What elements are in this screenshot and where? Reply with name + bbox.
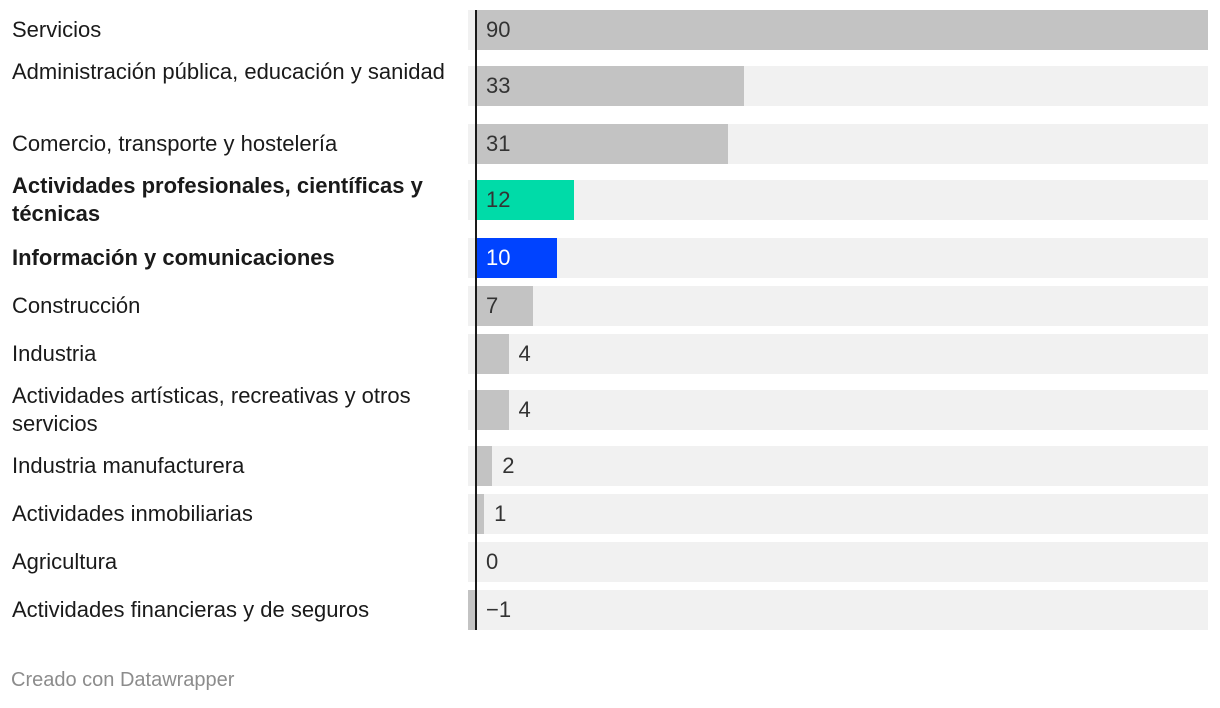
bar-value-label: 31 — [486, 131, 511, 156]
bar — [476, 494, 485, 534]
bar-value-label: 10 — [486, 245, 511, 270]
bar — [476, 66, 745, 106]
bar-track — [468, 180, 1208, 220]
bar — [476, 238, 558, 278]
bar-value-label: 33 — [486, 73, 511, 98]
bar-value-label: 0 — [486, 549, 499, 574]
zero-axis-line — [475, 10, 477, 630]
category-label: Información y comunicaciones — [12, 245, 335, 270]
bar-value-label: 1 — [494, 501, 507, 526]
bar-track — [468, 286, 1208, 326]
datawrapper-credit: Creado con Datawrapper — [11, 669, 235, 691]
category-label: Actividades profesionales, científicas y… — [12, 173, 423, 226]
bar-value-label: 12 — [486, 187, 511, 212]
bar-value-label: 4 — [518, 341, 531, 366]
category-label: Construcción — [12, 293, 141, 318]
bar-track — [468, 590, 1208, 630]
category-label: Industria — [12, 341, 97, 366]
bar-track — [468, 494, 1208, 534]
bar — [476, 446, 493, 486]
category-label: Comercio, transporte y hostelería — [12, 131, 338, 156]
category-label: Actividades inmobiliarias — [12, 501, 253, 526]
bar-value-label: 4 — [518, 397, 531, 422]
bar-track — [468, 542, 1208, 582]
bar — [476, 124, 729, 164]
bar-track — [468, 238, 1208, 278]
bar — [476, 334, 509, 374]
category-label: Actividades financieras y de seguros — [12, 597, 370, 622]
category-label: Actividades artísticas, recreativas y ot… — [12, 383, 411, 436]
bar-value-label: −1 — [486, 597, 512, 622]
bar-value-label: 2 — [502, 453, 515, 478]
bar — [476, 180, 574, 220]
bar-track — [468, 334, 1208, 374]
bar-value-label: 7 — [486, 293, 499, 318]
category-label: Industria manufacturera — [12, 453, 245, 478]
category-label: Administración pública, educación y sani… — [12, 59, 445, 84]
bar-value-label: 90 — [486, 17, 511, 42]
bar-track — [468, 446, 1208, 486]
bar — [476, 286, 533, 326]
bar — [476, 10, 1208, 50]
bar-track — [468, 390, 1208, 430]
category-label: Servicios — [12, 17, 102, 42]
bar — [467, 590, 476, 630]
category-label: Agricultura — [12, 549, 118, 574]
bar — [476, 390, 509, 430]
